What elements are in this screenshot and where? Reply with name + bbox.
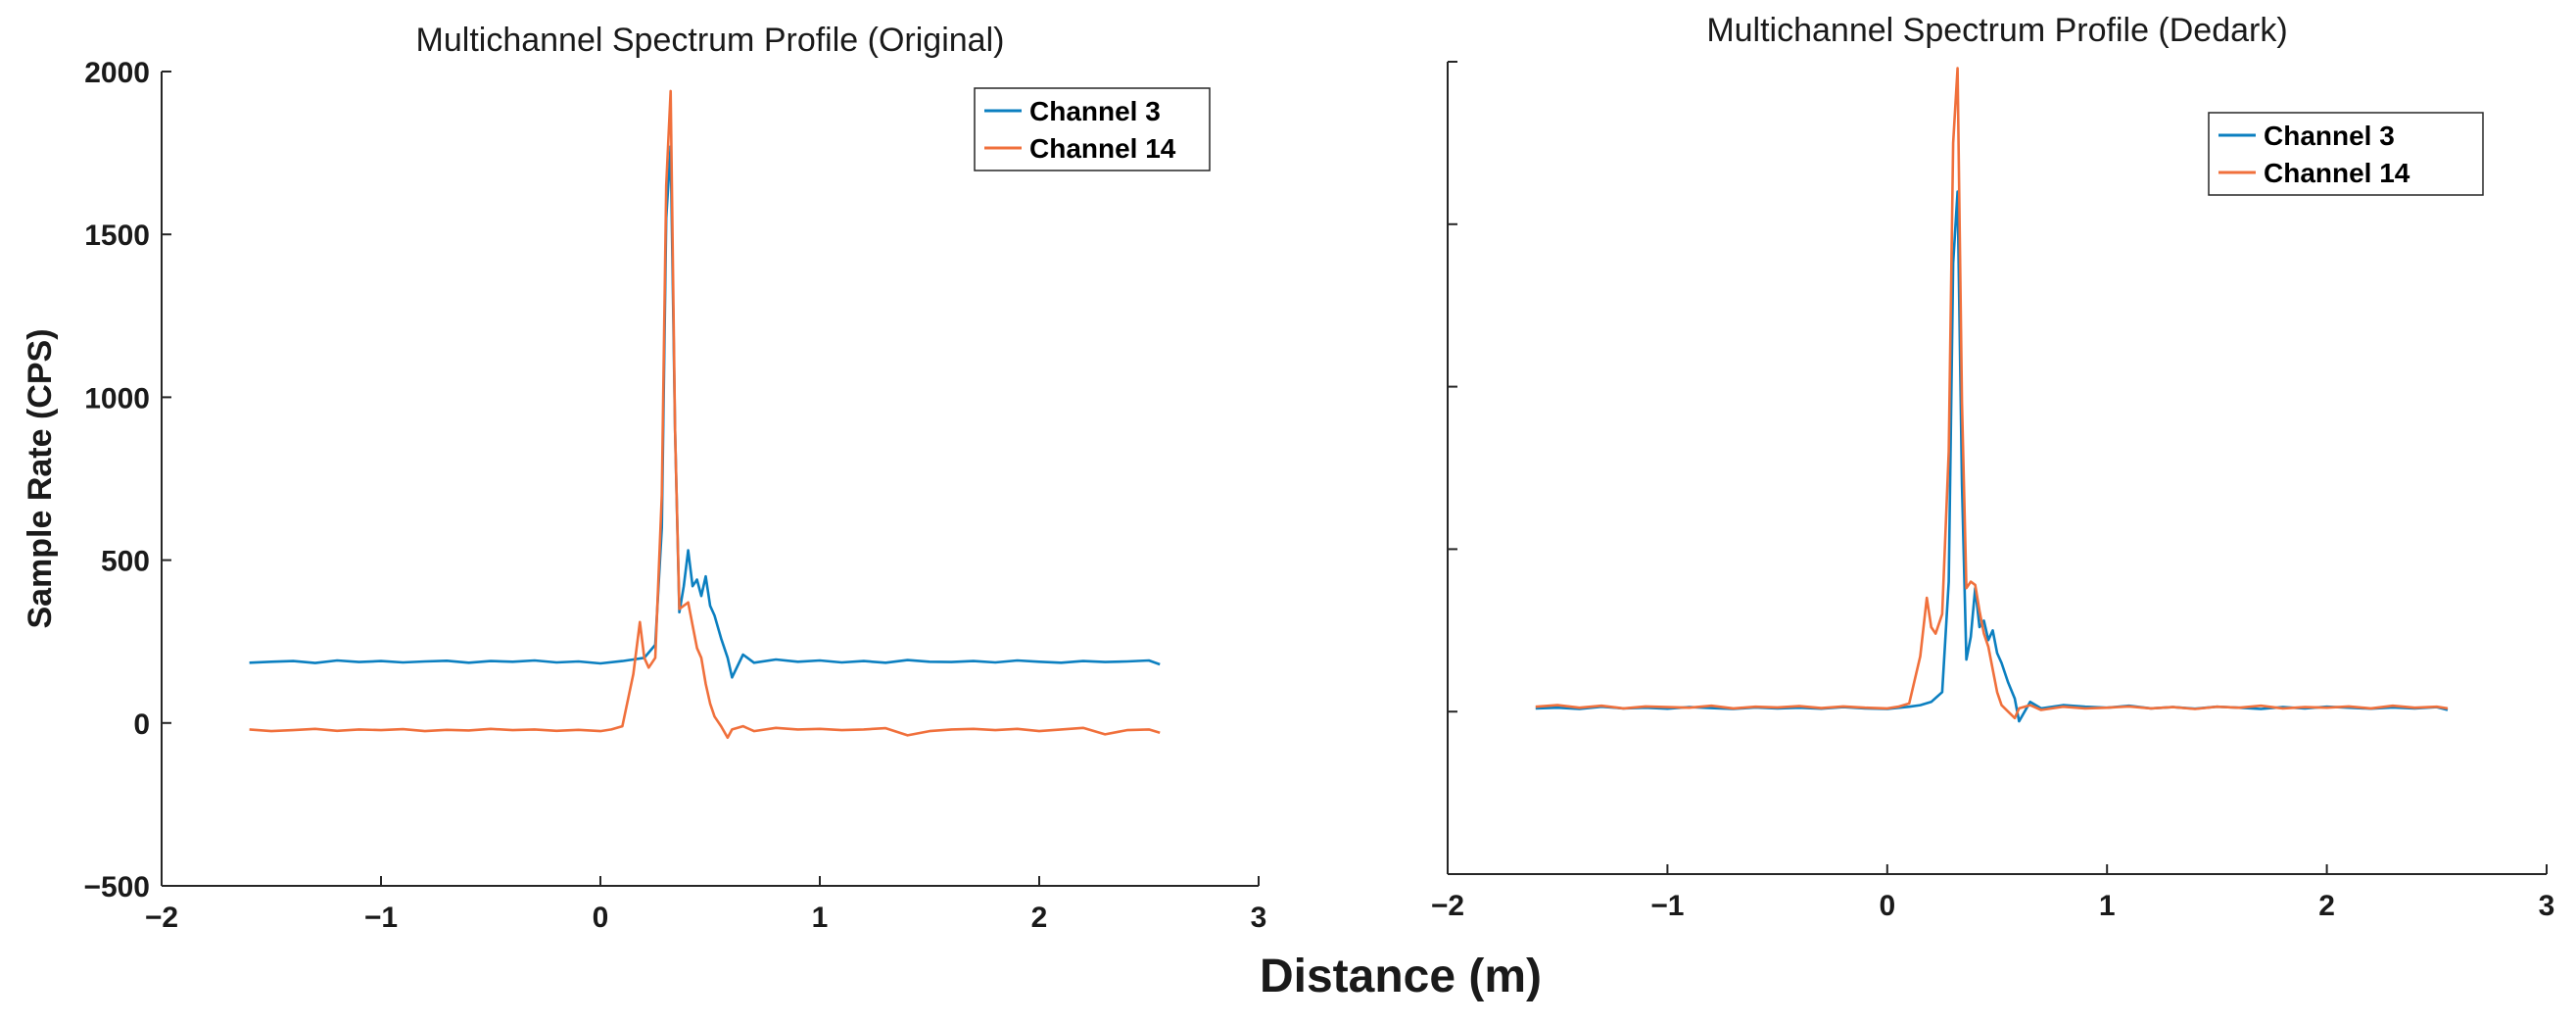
- legend-box: [974, 87, 1211, 171]
- x-tick-label: 0: [593, 902, 609, 934]
- panel-original: −2 −1 0 1 2 3 −500 0 500 1000 1500 2000 Multichannel…: [22, 22, 1266, 934]
- legend-box: [2208, 112, 2484, 196]
- series-line-channel-14: [249, 89, 1161, 740]
- x-tick-label: −2: [1431, 890, 1464, 922]
- x-tick-label: 2: [2318, 890, 2335, 922]
- legend-label: Channel 3: [2264, 121, 2395, 151]
- chart-title: Multichannel Spectrum Profile (Original): [416, 22, 1005, 59]
- x-tick-label: 3: [2539, 890, 2555, 922]
- series-line-channel-14: [1535, 67, 2449, 720]
- x-tick-label: 2: [1031, 902, 1048, 934]
- x-tick-label: −1: [1650, 890, 1684, 922]
- y-tick-label: 500: [101, 546, 150, 578]
- x-axis-label: Distance (m): [1260, 951, 1542, 1002]
- x-tick-label: −1: [364, 902, 398, 934]
- x-tick-label: 0: [1879, 890, 1895, 922]
- series-line-channel-3: [1535, 190, 2449, 723]
- x-tick-label: 1: [812, 902, 829, 934]
- legend: Channel 3 Channel 14: [974, 87, 1211, 171]
- y-tick-label: 1500: [84, 220, 150, 252]
- x-tick-label: 3: [1251, 902, 1267, 934]
- legend-label: Channel 3: [1029, 96, 1161, 126]
- y-tick-label: 1000: [84, 382, 150, 415]
- x-tick-label: −2: [145, 902, 178, 934]
- legend-label: Channel 14: [2264, 158, 2410, 188]
- y-tick-label: 2000: [84, 57, 150, 89]
- y-tick-label: 0: [133, 708, 150, 741]
- panel-dedark: −2 −1 0 1 2 3 Multichannel Spectrum Profile (D…: [1431, 12, 2554, 922]
- y-axis-label: Sample Rate (CPS): [22, 328, 59, 628]
- legend-label: Channel 14: [1029, 133, 1176, 164]
- legend: Channel 3 Channel 14: [2208, 112, 2484, 196]
- y-tick-label: −500: [83, 871, 150, 903]
- x-tick-label: 1: [2099, 890, 2116, 922]
- series-line-channel-3: [249, 145, 1161, 679]
- chart-title: Multichannel Spectrum Profile (Dedark): [1706, 12, 2287, 49]
